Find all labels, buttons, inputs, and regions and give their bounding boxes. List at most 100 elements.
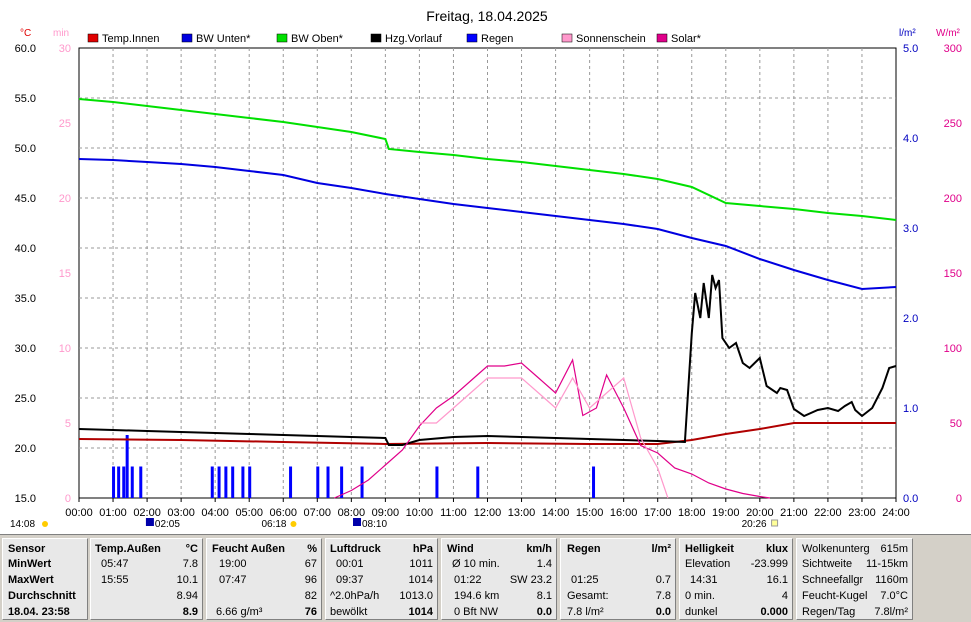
rain-bar (316, 466, 320, 498)
regen-unit: l/m² (651, 543, 671, 555)
rain-bar (248, 466, 252, 498)
luft-unit: hPa (412, 543, 433, 555)
feucht-max-val: 96 (304, 574, 317, 586)
tick-label-solar: 250 (944, 118, 962, 130)
rain-bar (125, 435, 129, 498)
feucht-unit: % (307, 543, 317, 555)
temp-avg: 8.94 (176, 590, 198, 602)
rain-bar (435, 466, 439, 498)
rain-bar (130, 466, 134, 498)
feucht-max-time: 07:47 (219, 574, 247, 586)
tick-label-temp: 30.0 (15, 343, 36, 355)
wind-unit: km/h (526, 543, 552, 555)
hell-max-val: 16.1 (766, 574, 788, 586)
tick-label-minutes: 20 (59, 193, 71, 205)
hell-sun-val: 4 (781, 590, 788, 602)
tick-label-time: 21:00 (780, 507, 808, 519)
regen-total-label: Gesamt: (567, 590, 609, 602)
hell-title: Helligkeit (685, 543, 734, 555)
rain-bar (139, 466, 143, 498)
stats-col-temp: Temp.Außen °C 05:47 7.8 15:55 10.1 8.94 … (90, 538, 203, 620)
series-line (419, 376, 669, 499)
tick-label-rain: 4.0 (903, 133, 918, 145)
tick-label-minutes: 15 (59, 268, 71, 280)
unit-solar: W/m² (936, 28, 961, 39)
wind-current: 0.0 (536, 606, 552, 618)
luft-current: 1014 (408, 606, 433, 618)
label-durchschnitt: Durchschnitt (8, 590, 76, 602)
tick-label-time: 07:00 (304, 507, 332, 519)
series-line (78, 274, 897, 446)
temp-min-val: 7.8 (182, 558, 198, 570)
tick-label-time: 03:00 (167, 507, 195, 519)
regen-max-time: 01:25 (571, 574, 599, 586)
tick-label-time: 01:00 (99, 507, 127, 519)
rain-bars (112, 435, 596, 498)
tick-label-temp: 45.0 (15, 193, 36, 205)
tick-label-time: 23:00 (848, 507, 876, 519)
tick-label-temp: 55.0 (15, 93, 36, 105)
tick-label-minutes: 25 (59, 118, 71, 130)
legend-swatch (370, 33, 382, 43)
misc-rainday-val: 7.8l/m² (874, 606, 908, 618)
rain-bar (224, 466, 228, 498)
luft-min-val: 1011 (409, 558, 433, 570)
tick-label-time: 10:00 (406, 507, 434, 519)
moon-icon (145, 518, 154, 526)
misc-wetbulb-label: Feucht-Kugel (802, 590, 868, 602)
wind-max-val: SW 23.2 (509, 574, 552, 586)
rain-bar (326, 466, 330, 498)
tick-label-rain: 0.0 (903, 493, 918, 505)
tick-label-time: 22:00 (814, 507, 842, 519)
regen-current: 0.0 (655, 606, 671, 618)
hell-elevation-val: -23.999 (750, 558, 788, 570)
feucht-avg: 82 (304, 590, 317, 602)
wind-run: 194.6 km (454, 590, 500, 602)
tick-label-minutes: 10 (59, 343, 71, 355)
hell-status: dunkel (685, 606, 718, 618)
unit-rain: l/m² (899, 28, 916, 39)
legend-swatch (656, 33, 668, 43)
sun-icon (290, 521, 297, 527)
tick-label-time: 20:00 (746, 507, 774, 519)
wind-bft: 0 Bft NW (454, 606, 499, 618)
rain-bar (476, 466, 480, 498)
marker-sunset-label: 20:26 (742, 519, 767, 530)
legend-label: Solar* (671, 33, 702, 45)
tick-label-time: 17:00 (644, 507, 672, 519)
sun-moon-markers: 14:08 06:18 02:05 08:10 20:26 (10, 518, 779, 530)
rain-bar (592, 466, 596, 498)
tick-label-rain: 5.0 (903, 43, 918, 55)
feucht-abs: 6.66 g/m³ (216, 606, 263, 618)
tick-label-time: 08:00 (338, 507, 366, 519)
legend-swatch (87, 33, 99, 43)
legend-label: Temp.Innen (102, 33, 159, 45)
marker-moonrise-label: 08:10 (362, 519, 387, 530)
tick-label-time: 04:00 (201, 507, 229, 519)
tick-label-solar: 0 (956, 493, 962, 505)
marker-sunrise-label: 06:18 (261, 519, 286, 530)
feucht-min-val: 67 (304, 558, 317, 570)
tick-label-time: 16:00 (610, 507, 638, 519)
luft-trend-val: 1013.0 (399, 590, 433, 602)
chart-title: Freitag, 18.04.2025 (426, 8, 548, 24)
tick-label-temp: 35.0 (15, 293, 36, 305)
misc-snowline-val: 1160m (875, 574, 908, 586)
tick-label-temp: 50.0 (15, 143, 36, 155)
luft-trend: ^2.0hPa/h (330, 590, 380, 602)
legend-swatch (276, 33, 288, 43)
luft-title: Luftdruck (330, 543, 381, 555)
tick-label-temp: 20.0 (15, 443, 36, 455)
wind-avg-val: 1.4 (536, 558, 552, 570)
hell-unit: klux (765, 543, 788, 555)
luft-min-time: 00:01 (336, 558, 364, 570)
stats-col-humidity: Feucht Außen % 19:00 67 07:47 96 82 6.66… (206, 538, 322, 620)
stats-col-rain: Regen l/m² 01:25 0.7 Gesamt: 7.8 7.8 l/m… (560, 538, 676, 620)
unit-minutes: min (53, 28, 69, 39)
temp-title: Temp.Außen (95, 543, 161, 555)
label-date: 18.04. 23:58 (8, 606, 70, 618)
stats-col-misc: Wolkenunterg 615m Sichtweite 11-15km Sch… (796, 538, 913, 620)
series-line (78, 98, 897, 221)
tick-label-time: 18:00 (678, 507, 706, 519)
regen-title: Regen (567, 543, 601, 555)
